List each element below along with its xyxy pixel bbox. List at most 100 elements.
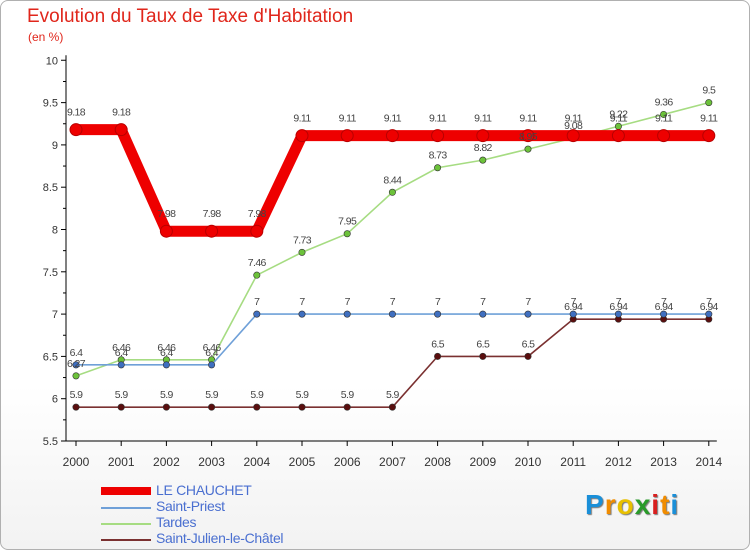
logo-letter: P	[585, 489, 605, 520]
data-point	[340, 129, 354, 143]
data-label: 9.11	[384, 113, 402, 125]
legend-swatch-tardes	[101, 523, 151, 525]
logo-letter: r	[604, 489, 617, 520]
data-label: 7	[661, 296, 667, 308]
logo-letter: i	[651, 489, 661, 520]
data-label: 6.4	[115, 347, 129, 359]
y-tick-label: 9.5	[43, 98, 58, 110]
data-point	[611, 129, 625, 143]
data-label: 7.98	[157, 208, 176, 220]
data-point	[524, 310, 532, 318]
data-point	[521, 129, 535, 143]
data-point	[117, 361, 125, 369]
data-label: 7	[571, 296, 577, 308]
data-point	[569, 310, 577, 318]
data-point	[702, 129, 716, 143]
data-label: 7	[345, 296, 351, 308]
data-label: 9.08	[564, 120, 583, 132]
data-label: 7	[706, 296, 712, 308]
x-tick-label: 2000	[63, 455, 90, 469]
logo-letter: x	[634, 489, 652, 520]
data-label: 9.18	[112, 107, 131, 119]
x-tick-label: 2006	[334, 455, 361, 469]
data-point	[614, 310, 622, 318]
data-point	[431, 129, 445, 143]
data-label: 7.95	[338, 216, 357, 228]
legend-item-le-chauchet[interactable]: LE CHAUCHET	[101, 482, 361, 500]
data-point	[476, 129, 490, 143]
data-label: 6.46	[157, 342, 176, 354]
data-label: 6.94	[564, 301, 583, 313]
data-label: 9.18	[67, 107, 86, 119]
data-point	[524, 145, 532, 153]
data-point	[253, 403, 261, 411]
legend-label: Saint-Julien-le-Châtel	[156, 530, 284, 546]
data-label: 9.22	[609, 108, 628, 120]
data-point	[159, 224, 173, 238]
data-point	[162, 361, 170, 369]
legend-swatch-saint-julien-le-chatel	[101, 539, 151, 541]
data-point	[72, 361, 80, 369]
data-label: 9.11	[655, 113, 673, 125]
data-point	[434, 352, 442, 360]
data-label: 9.11	[519, 113, 537, 125]
data-label: 6.46	[112, 342, 131, 354]
data-label: 7	[480, 296, 486, 308]
data-point	[388, 188, 396, 196]
x-tick-label: 2009	[469, 455, 496, 469]
data-label: 9.11	[700, 113, 718, 125]
data-point	[208, 403, 216, 411]
data-point	[114, 123, 128, 137]
data-label: 6.94	[700, 301, 719, 313]
data-point	[162, 403, 170, 411]
x-tick-label: 2012	[605, 455, 632, 469]
data-label: 6.94	[655, 301, 674, 313]
x-tick-label: 2002	[153, 455, 180, 469]
x-tick-label: 2011	[560, 455, 586, 469]
data-label: 5.9	[386, 389, 400, 401]
data-label: 8.73	[429, 150, 448, 162]
legend-swatch-le-chauchet	[101, 487, 151, 495]
data-point	[69, 123, 83, 137]
proxiti-logo: Proxiti	[585, 489, 679, 521]
legend-item-saint-priest[interactable]: Saint-Priest	[101, 498, 361, 516]
data-label: 5.9	[205, 389, 219, 401]
data-point	[343, 230, 351, 238]
data-label: 7	[390, 296, 396, 308]
y-tick-label: 6	[52, 394, 58, 406]
data-label: 7	[299, 296, 305, 308]
data-label: 7.46	[248, 257, 267, 269]
y-tick-label: 9	[52, 140, 58, 152]
data-point	[705, 310, 713, 318]
legend-item-tardes[interactable]: Tardes	[101, 514, 361, 532]
data-point	[343, 403, 351, 411]
data-label: 7	[435, 296, 441, 308]
data-point	[660, 310, 668, 318]
data-label: 6.5	[476, 338, 490, 350]
legend-item-saint-julien-le-chatel[interactable]: Saint-Julien-le-Châtel	[101, 530, 361, 548]
data-label: 7.73	[293, 234, 312, 246]
data-point	[298, 310, 306, 318]
data-point	[298, 248, 306, 256]
chart-title: Evolution du Taux de Taxe d'Habitation	[27, 6, 354, 27]
data-point	[250, 224, 264, 238]
data-label: 6.4	[70, 347, 84, 359]
legend-label: Saint-Priest	[156, 498, 225, 514]
x-tick-label: 2004	[243, 455, 270, 469]
data-point	[295, 129, 309, 143]
data-label: 6.5	[431, 338, 445, 350]
y-tick-label: 7	[52, 309, 58, 321]
y-tick-label: 5.5	[43, 436, 58, 448]
data-label: 5.9	[341, 389, 355, 401]
data-label: 9.11	[474, 113, 492, 125]
data-point	[434, 310, 442, 318]
data-label: 8.44	[383, 174, 402, 186]
data-point	[385, 129, 399, 143]
legend: LE CHAUCHET Saint-Priest Tardes Saint-Ju…	[101, 482, 361, 548]
axes: 5.5 6 6.5 7 7.5 8 8.5 9 9.5 10 2000 2001 2002 2003 200…	[43, 55, 722, 469]
y-tick-label: 8	[52, 225, 58, 237]
y-tick-label: 6.5	[43, 351, 58, 363]
data-label: 5.9	[160, 389, 174, 401]
